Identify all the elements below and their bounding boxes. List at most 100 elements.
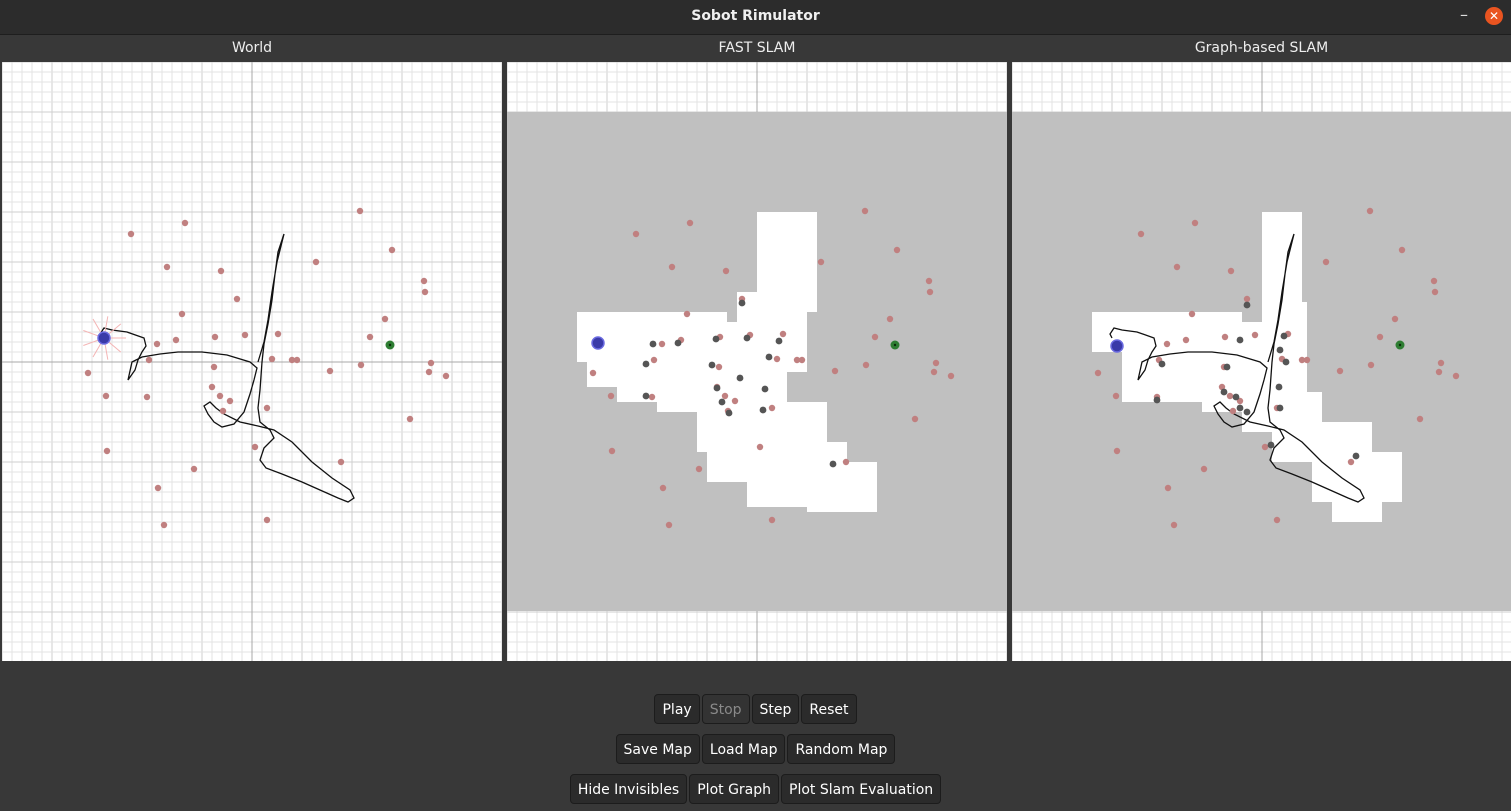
landmark xyxy=(1452,372,1460,380)
landmark xyxy=(1273,516,1281,524)
robot-icon xyxy=(97,331,111,345)
landmark xyxy=(263,516,271,524)
landmark-estimate xyxy=(1153,396,1161,404)
plot-slam-evaluation-button[interactable]: Plot Slam Evaluation xyxy=(781,774,942,804)
goal-icon-center xyxy=(1398,343,1402,347)
landmark xyxy=(1298,356,1306,364)
plot-controls: Hide Invisibles Plot Graph Plot Slam Eva… xyxy=(0,774,1511,804)
landmark-estimate xyxy=(765,353,773,361)
landmark-estimate xyxy=(1282,358,1290,366)
panel-label-world: World xyxy=(231,40,273,56)
landmark xyxy=(1366,207,1374,215)
landmark xyxy=(768,516,776,524)
graph-slam-canvas[interactable] xyxy=(1012,62,1511,661)
load-map-button[interactable]: Load Map xyxy=(701,734,786,764)
landmark xyxy=(442,372,450,380)
landmark xyxy=(773,355,781,363)
landmark xyxy=(925,277,933,285)
sensor-ray xyxy=(104,343,109,360)
stop-button[interactable]: Stop xyxy=(701,694,750,724)
landmark-estimate xyxy=(642,360,650,368)
landmark xyxy=(1347,458,1355,466)
landmark-estimate xyxy=(1352,452,1360,460)
random-map-button[interactable]: Random Map xyxy=(787,734,896,764)
landmark-estimate xyxy=(1280,332,1288,340)
landmark xyxy=(930,368,938,376)
landmark-estimate xyxy=(1243,301,1251,309)
landmark xyxy=(686,219,694,227)
landmark xyxy=(288,356,296,364)
landmark-estimate xyxy=(1243,408,1251,416)
sensor-ray xyxy=(92,318,102,334)
landmark xyxy=(1367,361,1375,369)
landmark xyxy=(608,447,616,455)
hide-invisibles-button[interactable]: Hide Invisibles xyxy=(569,774,688,804)
landmark xyxy=(1227,267,1235,275)
minimize-icon[interactable]: – xyxy=(1460,5,1468,24)
landmark xyxy=(356,207,364,215)
landmark xyxy=(722,267,730,275)
sensor-ray xyxy=(83,339,99,346)
sim-controls: Play Stop Step Reset xyxy=(0,694,1511,724)
landmark xyxy=(172,336,180,344)
plot-graph-button[interactable]: Plot Graph xyxy=(689,774,780,804)
landmark-estimate xyxy=(713,384,721,392)
goal-icon-center xyxy=(388,343,392,347)
landmark xyxy=(421,288,429,296)
landmark xyxy=(251,443,259,451)
reset-button[interactable]: Reset xyxy=(801,694,857,724)
landmark xyxy=(683,310,691,318)
step-button[interactable]: Step xyxy=(751,694,800,724)
landmark xyxy=(926,288,934,296)
landmark xyxy=(263,404,271,412)
landmark xyxy=(1200,465,1208,473)
landmark xyxy=(293,356,301,364)
landmark xyxy=(886,315,894,323)
landmark-estimate xyxy=(642,392,650,400)
landmark-estimates xyxy=(642,299,837,468)
landmark xyxy=(1226,392,1234,400)
landmark-estimate xyxy=(1220,388,1228,396)
landmark xyxy=(84,369,92,377)
landmark xyxy=(779,330,787,338)
landmark xyxy=(1170,521,1178,529)
landmark-estimate xyxy=(674,339,682,347)
landmark xyxy=(210,363,218,371)
landmark xyxy=(650,356,658,364)
landmark xyxy=(1336,367,1344,375)
robot-icon xyxy=(591,336,605,350)
landmark xyxy=(1188,310,1196,318)
landmark-estimate xyxy=(1158,360,1166,368)
free-cell xyxy=(807,482,877,512)
landmark xyxy=(1435,368,1443,376)
landmarks xyxy=(84,207,450,529)
landmark xyxy=(648,393,656,401)
landmark xyxy=(268,355,276,363)
landmark-estimate xyxy=(1236,404,1244,412)
landmark xyxy=(1137,230,1145,238)
landmark xyxy=(163,263,171,271)
landmarks xyxy=(589,207,955,529)
landmark-estimate xyxy=(1223,363,1231,371)
landmark-estimate xyxy=(736,374,744,382)
fast-slam-canvas[interactable] xyxy=(507,62,1007,661)
landmark xyxy=(406,415,414,423)
save-map-button[interactable]: Save Map xyxy=(615,734,700,764)
goal-icon-center xyxy=(893,343,897,347)
landmark xyxy=(842,458,850,466)
landmark-estimate xyxy=(761,385,769,393)
landmark xyxy=(326,367,334,375)
landmark xyxy=(768,404,776,412)
landmark xyxy=(1391,315,1399,323)
trajectory xyxy=(1109,233,1365,503)
landmark xyxy=(219,407,227,415)
landmark xyxy=(658,340,666,348)
landmark xyxy=(932,359,940,367)
landmark xyxy=(160,521,168,529)
play-button[interactable]: Play xyxy=(654,694,700,724)
landmark-estimate xyxy=(829,460,837,468)
world-canvas[interactable] xyxy=(2,62,502,661)
close-icon[interactable]: ✕ xyxy=(1485,7,1503,25)
landmark xyxy=(366,333,374,341)
landmark xyxy=(589,369,597,377)
